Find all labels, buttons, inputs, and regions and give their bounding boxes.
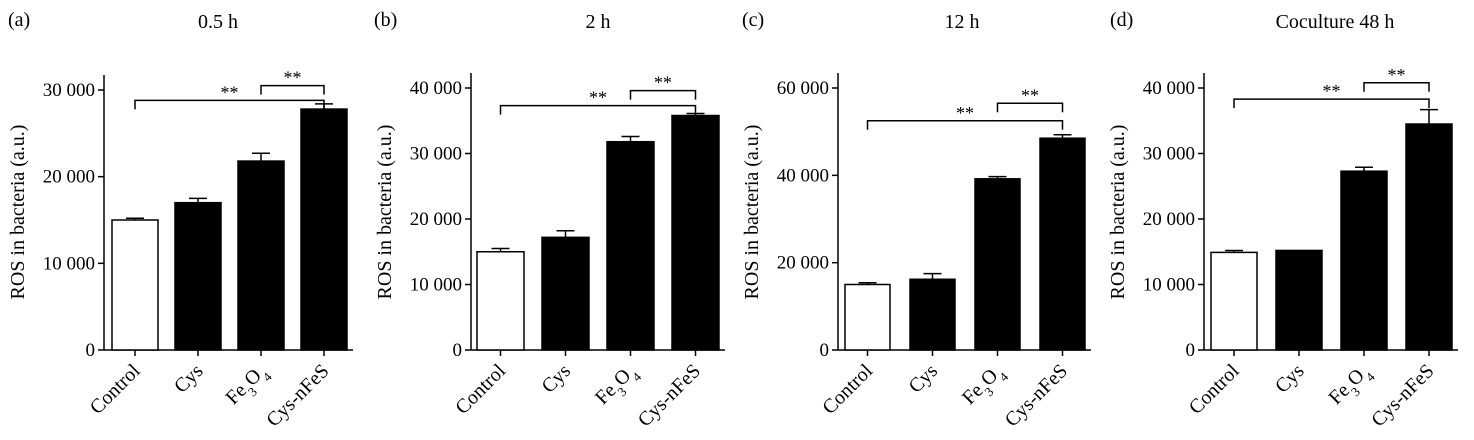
x-tick-label: Cys <box>1271 360 1309 398</box>
x-tick-label: Cys-nFeS <box>1367 360 1438 431</box>
y-tick-label: 40 000 <box>777 165 829 186</box>
bar-fe3o4 <box>606 140 655 351</box>
significance-label: ** <box>956 103 974 123</box>
bar-control <box>111 219 159 351</box>
panel-letter: (d) <box>1110 9 1133 31</box>
bar-cys-nfes <box>300 108 348 351</box>
panel-c: (c) 12 h ROS in bacteria (a.u.) 0 20 000 4… <box>741 9 1091 431</box>
panel-title: 0.5 h <box>198 11 238 33</box>
y-tick-label: 30 000 <box>410 144 462 165</box>
y-tick-label: 0 <box>453 340 463 361</box>
y-tick-label: 60 000 <box>777 78 829 99</box>
y-tick-label: 10 000 <box>1143 275 1195 296</box>
panel-letter: (a) <box>8 9 30 31</box>
y-tick-label: 10 000 <box>43 253 95 274</box>
bar-cys-nfes <box>671 114 720 351</box>
panel-letter: (b) <box>374 9 397 31</box>
bar-control <box>476 251 525 351</box>
significance-bracket <box>1363 82 1430 92</box>
x-tick-label: Fe3O4 <box>1324 360 1377 413</box>
significance-bracket <box>996 102 1064 113</box>
x-tick-label: Control <box>451 360 510 419</box>
x-tick-label: Fe3O4 <box>591 360 644 413</box>
bar-control <box>1210 251 1258 351</box>
significance-bracket <box>866 120 1064 130</box>
y-tick-label: 30 000 <box>43 80 95 101</box>
y-tick-label: 0 <box>1186 340 1196 361</box>
bar-cys-nfes <box>1039 137 1086 351</box>
y-axis-label: ROS in bacteria (a.u.) <box>7 125 29 300</box>
panel-title: Coculture 48 h <box>1276 11 1395 33</box>
bar-cys <box>541 236 590 351</box>
bar-cys-nfes <box>1405 123 1453 351</box>
x-tick-label: Cys-nFeS <box>634 360 705 431</box>
significance-bracket <box>260 84 325 95</box>
significance-label: ** <box>589 88 607 108</box>
y-tick-label: 20 000 <box>43 167 95 188</box>
x-tick-label: Cys-nFeS <box>1001 360 1072 431</box>
panel-title: 12 h <box>945 11 980 33</box>
x-tick-label: Cys <box>170 360 208 398</box>
y-tick-label: 20 000 <box>777 253 829 274</box>
bar-cys <box>174 201 222 351</box>
panel-b: (b) 2 h ROS in bacteria (a.u.) 0 10 000 20… <box>374 9 725 431</box>
y-tick-label: 0 <box>86 340 96 361</box>
bar-fe3o4 <box>1340 170 1388 351</box>
y-tick-label: 10 000 <box>410 275 462 296</box>
bar-control <box>844 283 891 351</box>
bar-fe3o4 <box>237 160 285 351</box>
y-axis-label: ROS in bacteria (a.u.) <box>741 125 763 300</box>
bar-cys <box>1275 249 1323 351</box>
x-tick-label: Control <box>1185 360 1244 419</box>
significance-label: ** <box>284 68 302 88</box>
significance-bracket <box>1233 98 1430 109</box>
x-tick-label: Fe3O4 <box>221 360 274 413</box>
significance-label: ** <box>1323 81 1341 101</box>
y-tick-label: 0 <box>820 340 830 361</box>
y-axis-label: ROS in bacteria (a.u.) <box>1107 125 1129 300</box>
significance-label: ** <box>654 73 672 93</box>
bar-cys <box>909 278 956 351</box>
y-tick-label: 40 000 <box>410 78 462 99</box>
x-tick-label: Cys-nFeS <box>262 360 333 431</box>
x-tick-label: Cys <box>904 360 942 398</box>
significance-label: ** <box>221 82 239 102</box>
significance-bracket <box>499 104 697 115</box>
y-axis-label: ROS in bacteria (a.u.) <box>374 125 396 300</box>
y-tick-label: 40 000 <box>1143 78 1195 99</box>
significance-bracket <box>629 89 697 100</box>
panel-d: (d) Coculture 48 h ROS in bacteria (a.u.… <box>1107 9 1458 431</box>
y-tick-label: 20 000 <box>1143 209 1195 230</box>
significance-label: ** <box>1021 85 1039 105</box>
significance-label: ** <box>1388 65 1406 85</box>
bar-fe3o4 <box>974 178 1021 351</box>
y-tick-label: 30 000 <box>1143 144 1195 165</box>
y-tick-label: 20 000 <box>410 209 462 230</box>
panel-title: 2 h <box>586 11 611 33</box>
x-tick-label: Fe3O4 <box>958 360 1011 413</box>
significance-bracket <box>134 99 325 110</box>
x-tick-label: Control <box>818 360 877 419</box>
panel-a: (a) 0.5 h ROS in bacteria (a.u.) 0 10 000… <box>7 9 353 431</box>
x-tick-label: Control <box>86 360 145 419</box>
x-tick-label: Cys <box>537 360 575 398</box>
panel-letter: (c) <box>742 9 764 31</box>
